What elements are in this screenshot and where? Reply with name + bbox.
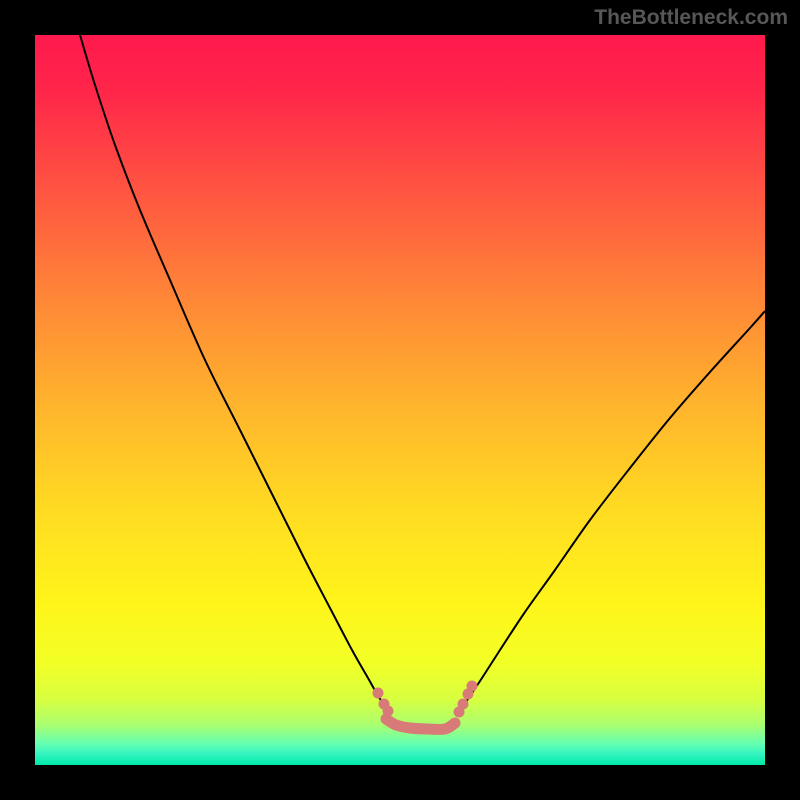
plot-area: [35, 35, 765, 765]
bottleneck-chart: TheBottleneck.com: [0, 0, 800, 800]
watermark-text: TheBottleneck.com: [594, 6, 788, 30]
chart-svg: [0, 0, 800, 800]
